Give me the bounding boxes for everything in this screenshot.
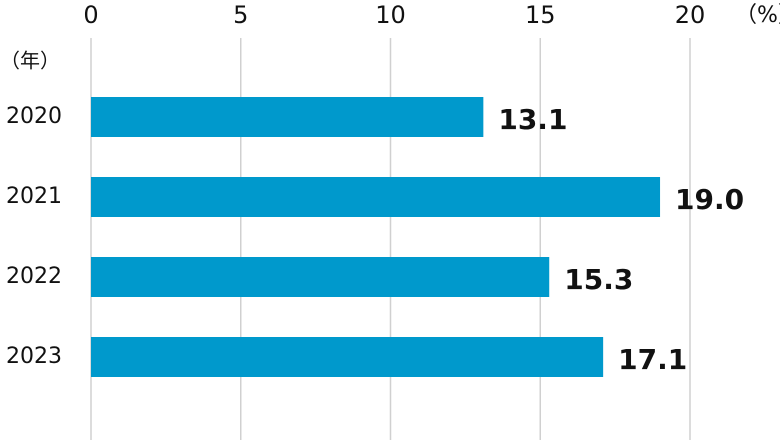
x-tick-label: 5: [233, 1, 248, 29]
x-tick-label: 10: [375, 1, 406, 29]
y-axis-unit: （年）: [0, 49, 60, 73]
y-tick-label: 2021: [6, 184, 62, 209]
value-label: 17.1: [618, 343, 687, 376]
value-label: 13.1: [498, 103, 567, 136]
y-tick-label: 2020: [6, 104, 62, 129]
x-tick-label: 0: [83, 1, 98, 29]
value-label: 19.0: [675, 183, 744, 216]
x-axis-unit: （%）: [735, 3, 780, 28]
y-tick-label: 2023: [6, 344, 62, 369]
x-tick-label: 15: [525, 1, 556, 29]
value-label: 15.3: [564, 263, 633, 296]
y-tick-label: 2022: [6, 264, 62, 289]
bar: [91, 97, 484, 137]
bar: [91, 257, 550, 297]
x-tick-label: 20: [675, 1, 706, 29]
bar: [91, 177, 661, 217]
bar: [91, 337, 604, 377]
